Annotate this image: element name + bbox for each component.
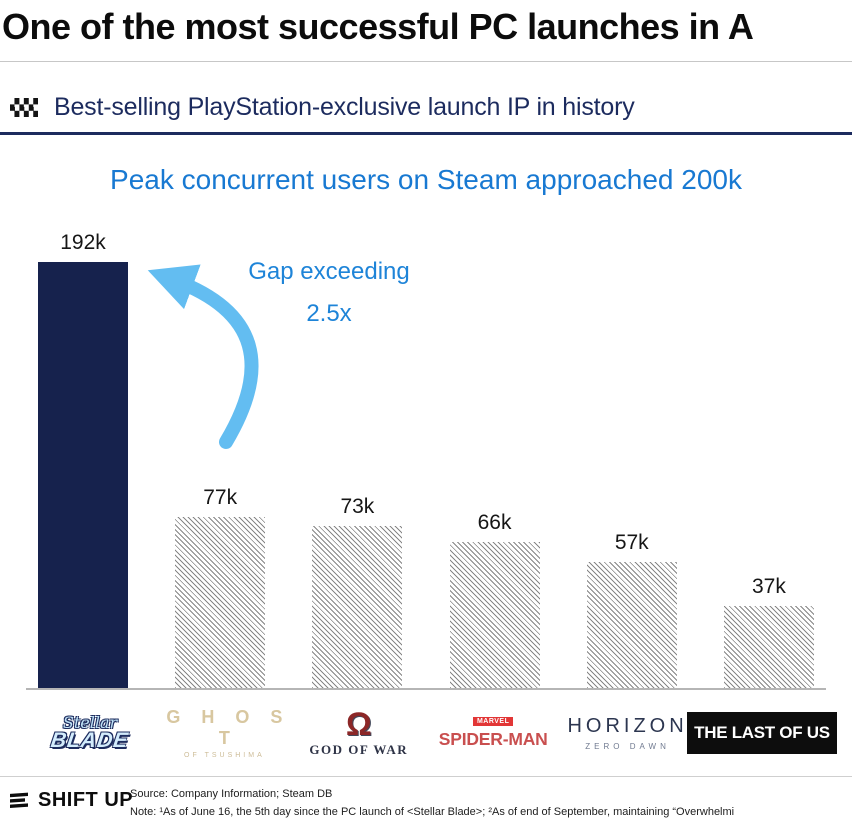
logo-spider-man: MARVEL SPIDER-MAN bbox=[427, 694, 559, 772]
bar-column-god-of-war: 73k bbox=[312, 495, 403, 688]
bar-god-of-war bbox=[312, 526, 403, 688]
bar-value-label: 73k bbox=[340, 495, 375, 518]
section-header: Best-selling PlayStation-exclusive launc… bbox=[10, 93, 635, 122]
logo-stellar-blade: Stellar BLADE bbox=[24, 694, 156, 772]
bar-column-ghost: 77k bbox=[175, 486, 266, 688]
bar-value-label: 37k bbox=[752, 575, 786, 598]
gap-annotation-line1: Gap exceeding bbox=[248, 258, 410, 285]
page-title: One of the most successful PC launches i… bbox=[2, 6, 754, 47]
stellar-blade-logo-text: BLADE bbox=[49, 729, 131, 752]
chart-subtitle: Peak concurrent users on Steam approache… bbox=[110, 164, 742, 195]
bar-value-label: 77k bbox=[203, 486, 238, 509]
god-of-war-logo-text: GOD OF WAR bbox=[309, 742, 409, 757]
logo-god-of-war: Ω GOD OF WAR bbox=[293, 694, 425, 772]
omega-icon: Ω bbox=[345, 706, 372, 742]
bar-column-horizon: 57k bbox=[586, 531, 677, 688]
game-logos-row: Stellar BLADE G H O S T OF TSUSHIMA Ω GO… bbox=[24, 694, 837, 772]
logo-horizon-zero-dawn: HORIZON ZERO DAWN bbox=[562, 694, 694, 772]
horizon-logo-text: HORIZON bbox=[567, 715, 688, 737]
bar-chart: 192k 77k 73k 66k 57k 37k bbox=[26, 200, 826, 690]
gap-annotation: Gap exceeding 2.5x bbox=[234, 258, 424, 328]
last-of-us-logo-text: THE LAST OF US bbox=[687, 712, 837, 754]
bar-the-last-of-us bbox=[723, 606, 814, 688]
marvel-badge: MARVEL bbox=[472, 716, 514, 726]
logo-the-last-of-us: THE LAST OF US bbox=[687, 694, 837, 772]
section-underline bbox=[0, 132, 852, 135]
gap-annotation-value: 2.5x bbox=[306, 300, 352, 327]
x-axis-baseline bbox=[26, 688, 826, 690]
bars-row: 192k 77k 73k 66k 57k 37k bbox=[38, 231, 814, 688]
top-divider bbox=[0, 61, 852, 62]
shift-up-flag-icon bbox=[10, 792, 28, 808]
bar-value-label: 66k bbox=[477, 511, 512, 534]
bar-horizon-zero-dawn bbox=[586, 562, 677, 688]
section-title: Best-selling PlayStation-exclusive launc… bbox=[54, 93, 635, 121]
shift-up-wordmark: SHIFT UP bbox=[38, 789, 134, 811]
bar-column-spider-man: 66k bbox=[449, 511, 540, 688]
note-line: Note: ¹As of June 16, the 5th day since … bbox=[130, 806, 735, 819]
horizon-logo-subtext: ZERO DAWN bbox=[585, 742, 670, 751]
bar-spider-man bbox=[449, 542, 540, 688]
spider-man-logo-text: SPIDER-MAN bbox=[438, 728, 548, 749]
ghost-logo-subtext: OF TSUSHIMA bbox=[184, 752, 265, 759]
stellar-blade-logo-text: Stellar bbox=[62, 713, 118, 732]
checkered-flag-icon bbox=[10, 98, 38, 117]
logo-ghost-of-tsushima: G H O S T OF TSUSHIMA bbox=[158, 694, 290, 772]
bar-ghost-of-tsushima bbox=[175, 517, 266, 688]
bar-value-label: 192k bbox=[60, 231, 106, 254]
bar-stellar-blade bbox=[38, 262, 128, 688]
bar-column-stellar-blade: 192k bbox=[38, 231, 128, 688]
ghost-logo-text: G H O S T bbox=[166, 707, 291, 748]
footer-divider bbox=[0, 776, 852, 777]
bar-value-label: 57k bbox=[614, 531, 649, 554]
source-notes: Source: Company Information; Steam DB No… bbox=[130, 785, 734, 821]
source-line: Source: Company Information; Steam DB bbox=[130, 788, 333, 800]
bar-column-last-of-us: 37k bbox=[723, 575, 814, 688]
shift-up-logo: SHIFT UP bbox=[8, 789, 133, 812]
